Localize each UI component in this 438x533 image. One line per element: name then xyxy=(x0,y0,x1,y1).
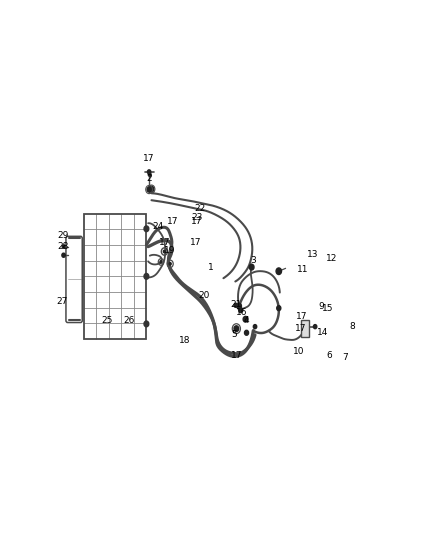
Circle shape xyxy=(244,330,249,335)
Text: 17: 17 xyxy=(167,217,179,227)
Text: 17: 17 xyxy=(295,324,307,333)
Circle shape xyxy=(160,261,162,263)
Circle shape xyxy=(144,321,149,327)
Text: 12: 12 xyxy=(326,254,337,263)
Circle shape xyxy=(253,325,257,329)
Text: 20: 20 xyxy=(198,292,210,300)
Text: 17: 17 xyxy=(230,351,242,360)
Text: 10: 10 xyxy=(293,347,305,356)
Circle shape xyxy=(62,245,65,248)
Text: 27: 27 xyxy=(57,297,68,306)
Text: 19: 19 xyxy=(164,246,175,255)
Text: 17: 17 xyxy=(296,312,307,321)
Text: 17: 17 xyxy=(159,238,171,247)
Text: 25: 25 xyxy=(102,316,113,325)
Circle shape xyxy=(239,308,243,313)
Text: 15: 15 xyxy=(322,304,334,313)
Text: 14: 14 xyxy=(317,328,328,337)
Text: 21: 21 xyxy=(231,300,242,309)
Text: 5: 5 xyxy=(231,330,237,340)
Text: 22: 22 xyxy=(194,204,206,213)
Circle shape xyxy=(62,253,65,257)
Circle shape xyxy=(243,317,248,322)
Bar xyxy=(301,320,309,337)
Bar xyxy=(84,214,146,339)
Text: 23: 23 xyxy=(191,213,202,222)
Circle shape xyxy=(148,173,151,176)
Circle shape xyxy=(144,226,149,232)
Circle shape xyxy=(149,186,154,192)
Text: 8: 8 xyxy=(349,322,355,331)
Circle shape xyxy=(144,273,149,279)
Text: 7: 7 xyxy=(342,353,348,362)
Circle shape xyxy=(163,251,166,253)
Text: 28: 28 xyxy=(57,242,69,251)
Text: 17: 17 xyxy=(191,217,202,227)
Text: 24: 24 xyxy=(153,222,164,231)
Text: 26: 26 xyxy=(123,316,134,325)
Circle shape xyxy=(169,263,171,265)
Text: 2: 2 xyxy=(146,174,152,183)
Text: 4: 4 xyxy=(244,316,249,325)
Circle shape xyxy=(234,303,237,308)
Text: 17: 17 xyxy=(190,238,201,247)
Text: 16: 16 xyxy=(236,308,247,317)
Text: 9: 9 xyxy=(318,302,324,311)
Text: 3: 3 xyxy=(251,256,256,265)
Circle shape xyxy=(147,187,151,192)
Circle shape xyxy=(314,325,317,329)
Text: 13: 13 xyxy=(307,251,318,259)
Circle shape xyxy=(276,268,282,274)
Text: 11: 11 xyxy=(297,265,308,273)
Circle shape xyxy=(148,170,151,174)
Circle shape xyxy=(237,303,241,309)
Text: 17: 17 xyxy=(143,154,155,163)
Circle shape xyxy=(249,264,254,270)
Circle shape xyxy=(234,326,239,332)
Text: 1: 1 xyxy=(208,263,214,272)
Circle shape xyxy=(277,306,281,311)
Text: 18: 18 xyxy=(179,336,191,345)
Text: 29: 29 xyxy=(57,231,69,240)
Text: 6: 6 xyxy=(327,351,332,360)
